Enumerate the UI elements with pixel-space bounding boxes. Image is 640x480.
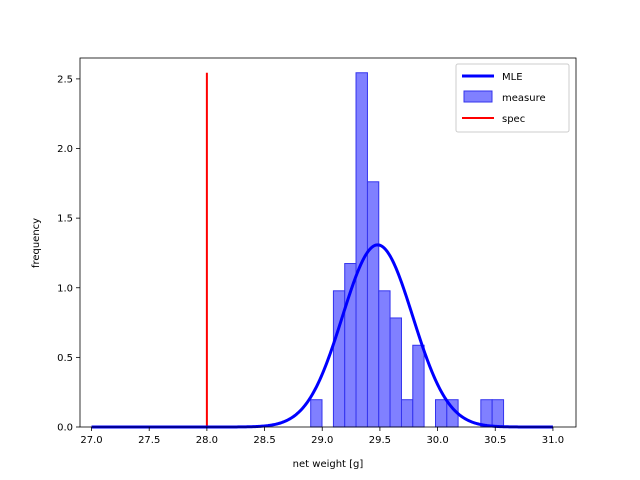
x-tick-label: 30.5 xyxy=(484,435,506,446)
y-axis-ticks: 0.0 0.5 1.0 1.5 2.0 2.5 xyxy=(57,74,80,434)
histogram-bar xyxy=(480,399,493,428)
y-tick-label: 0.5 xyxy=(57,353,73,364)
legend-mle-label: MLE xyxy=(502,72,523,83)
legend: MLE measure spec xyxy=(455,63,570,133)
axes xyxy=(79,57,577,428)
histogram-bar xyxy=(355,72,368,428)
y-tick-label: 1.5 xyxy=(57,214,73,225)
x-axis-label: net weight [g] xyxy=(293,459,364,470)
y-axis-label: frequency xyxy=(31,218,42,268)
x-tick-label: 29.0 xyxy=(311,435,333,446)
x-tick-label: 28.0 xyxy=(196,435,218,446)
y-tick-label: 1.0 xyxy=(57,283,73,294)
histogram-bar xyxy=(378,290,391,428)
histogram-bar xyxy=(435,399,448,428)
x-tick-label: 27.0 xyxy=(80,435,102,446)
histogram-bar xyxy=(491,399,505,428)
x-axis-ticks: 27.0 27.5 28.0 28.5 29.0 29.5 30.0 30.5 31.0 xyxy=(80,427,564,446)
y-tick-label: 2.5 xyxy=(57,74,73,85)
legend-frame xyxy=(455,63,570,133)
plot-frame xyxy=(79,57,577,428)
histogram-bar xyxy=(366,181,380,428)
legend-measure-swatch xyxy=(463,90,493,103)
y-tick-label: 2.0 xyxy=(57,144,73,155)
legend-measure-label: measure xyxy=(502,93,546,104)
x-tick-label: 28.5 xyxy=(253,435,275,446)
y-tick-label: 0.0 xyxy=(57,423,73,434)
x-tick-label: 29.5 xyxy=(369,435,391,446)
x-tick-label: 31.0 xyxy=(542,435,564,446)
legend-spec-label: spec xyxy=(502,114,525,125)
histogram-bar xyxy=(310,399,323,428)
histogram-bar xyxy=(412,344,425,428)
x-tick-label: 27.5 xyxy=(138,435,160,446)
histogram-bar xyxy=(400,399,414,428)
histogram-bar xyxy=(389,317,402,428)
x-tick-label: 30.0 xyxy=(426,435,448,446)
